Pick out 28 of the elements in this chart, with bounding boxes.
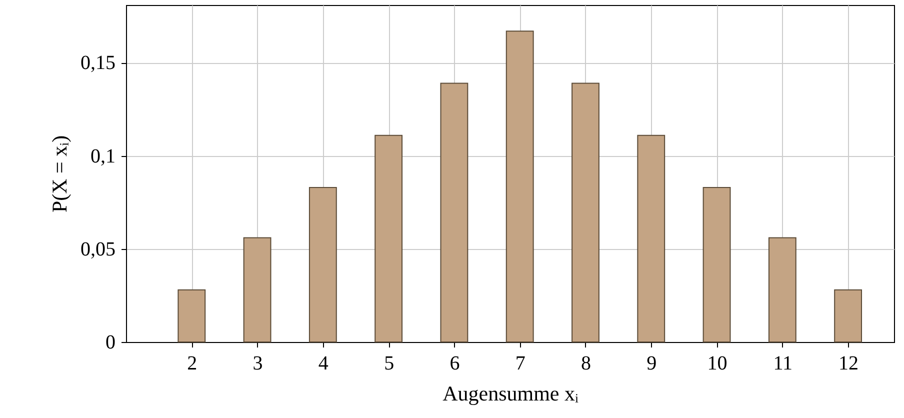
bar xyxy=(308,186,337,342)
y-tick-label: 0,1 xyxy=(90,145,116,168)
bar xyxy=(637,134,666,342)
x-tick-label: 2 xyxy=(187,352,198,374)
x-tick-label: 4 xyxy=(318,352,328,374)
x-tick-label: 9 xyxy=(646,352,657,374)
y-tick-label: 0 xyxy=(106,332,116,354)
x-tick-label: 5 xyxy=(384,352,394,374)
bar xyxy=(572,82,600,342)
bar xyxy=(834,289,862,342)
bar xyxy=(702,186,731,342)
bar xyxy=(243,237,272,342)
x-tick-label: 11 xyxy=(773,352,793,374)
x-tick-label: 3 xyxy=(252,352,263,374)
y-tick-label: 0,05 xyxy=(80,238,116,260)
y-tick-label: 0,15 xyxy=(80,52,116,74)
x-tick-label: 7 xyxy=(515,352,526,374)
bar xyxy=(506,30,534,342)
bar xyxy=(374,134,403,342)
bar xyxy=(768,237,796,342)
bar xyxy=(178,289,206,342)
x-tick-label: 12 xyxy=(838,352,859,374)
x-tick-label: 10 xyxy=(707,352,728,374)
bar xyxy=(440,82,468,342)
y-axis-title: P(X = xᵢ) xyxy=(48,135,72,213)
x-tick-label: 6 xyxy=(450,352,460,374)
x-axis-title: Augensumme xᵢ xyxy=(442,382,579,406)
x-tick-label: 8 xyxy=(580,352,591,374)
